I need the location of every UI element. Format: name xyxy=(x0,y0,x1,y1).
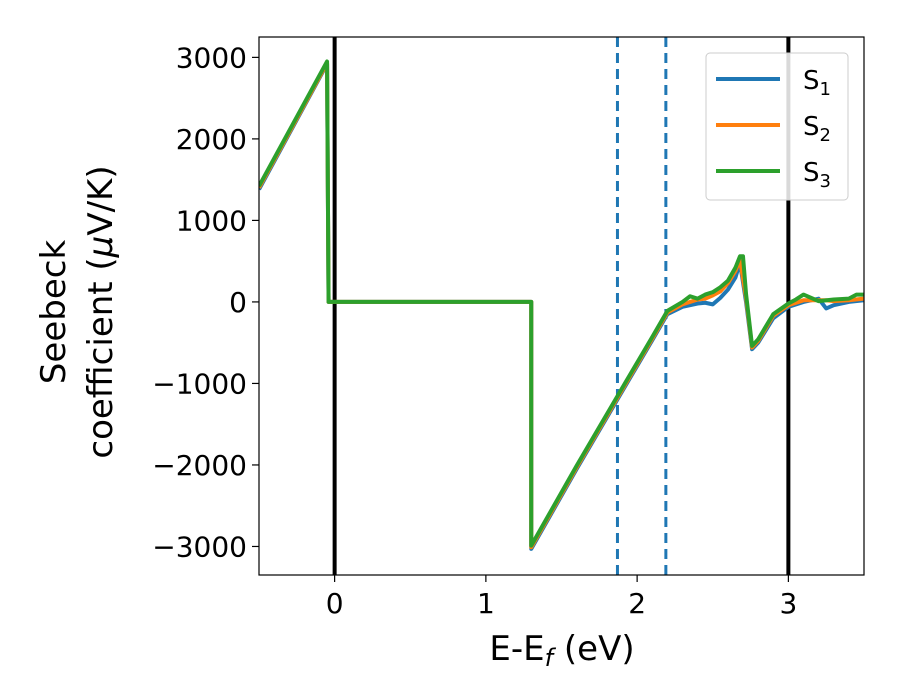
x-tick-label: 1 xyxy=(477,587,495,620)
series-lines xyxy=(259,59,864,551)
series-line-s3 xyxy=(259,59,864,548)
y-axis-ticks: −3000 −2000 −1000 0 1000 2000 3000 xyxy=(152,41,259,563)
x-tick-label: 0 xyxy=(326,587,344,620)
x-axis-label: E-Ef (eV) xyxy=(489,629,634,672)
y-tick-label: −3000 xyxy=(152,530,247,563)
plot-frame xyxy=(258,36,865,576)
legend-label-s2: S2 xyxy=(803,112,831,146)
y-tick-label: −1000 xyxy=(152,367,247,400)
legend-label-s3: S3 xyxy=(803,158,831,192)
y-tick-label: 3000 xyxy=(176,41,247,74)
y-tick-label: 2000 xyxy=(176,123,247,156)
y-axis-label-line1: Seebeck xyxy=(34,240,74,385)
y-tick-label: 0 xyxy=(229,286,247,319)
legend: S1 S2 S3 xyxy=(705,52,849,201)
y-axis-label-line2: coefficient (μV/K) xyxy=(81,165,121,458)
y-tick-label: 1000 xyxy=(176,204,247,237)
legend-label-s1: S1 xyxy=(803,66,831,100)
x-tick-label: 3 xyxy=(779,587,797,620)
y-tick-label: −2000 xyxy=(152,449,247,482)
x-tick-label: 2 xyxy=(628,587,646,620)
x-axis-ticks: 0 1 2 3 xyxy=(326,575,797,620)
